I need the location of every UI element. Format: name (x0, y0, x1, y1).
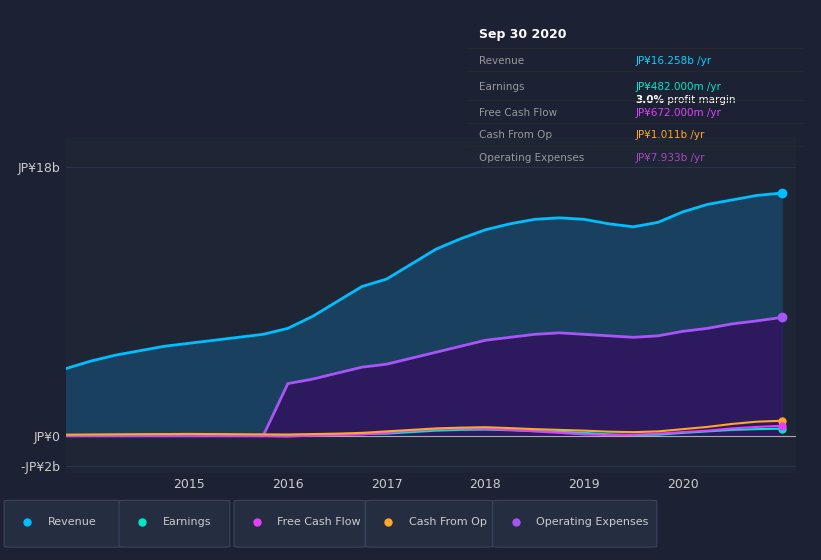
Text: JP¥16.258b /yr: JP¥16.258b /yr (635, 56, 712, 66)
Text: Revenue: Revenue (479, 56, 525, 66)
FancyBboxPatch shape (493, 500, 657, 547)
Text: Operating Expenses: Operating Expenses (536, 517, 649, 527)
FancyBboxPatch shape (4, 500, 123, 547)
FancyBboxPatch shape (234, 500, 365, 547)
Text: Operating Expenses: Operating Expenses (479, 153, 585, 164)
Text: Cash From Op: Cash From Op (479, 130, 552, 141)
Text: Free Cash Flow: Free Cash Flow (479, 108, 557, 118)
FancyBboxPatch shape (365, 500, 493, 547)
Text: profit margin: profit margin (664, 95, 736, 105)
Text: Free Cash Flow: Free Cash Flow (277, 517, 361, 527)
Text: Cash From Op: Cash From Op (409, 517, 487, 527)
Text: JP¥1.011b /yr: JP¥1.011b /yr (635, 130, 705, 141)
Text: Sep 30 2020: Sep 30 2020 (479, 28, 566, 41)
Text: 3.0%: 3.0% (635, 95, 664, 105)
Text: JP¥672.000m /yr: JP¥672.000m /yr (635, 108, 722, 118)
Text: JP¥482.000m /yr: JP¥482.000m /yr (635, 82, 722, 92)
Text: JP¥7.933b /yr: JP¥7.933b /yr (635, 153, 705, 164)
FancyBboxPatch shape (119, 500, 230, 547)
Text: Earnings: Earnings (479, 82, 525, 92)
Text: Revenue: Revenue (48, 517, 96, 527)
Text: Earnings: Earnings (163, 517, 211, 527)
